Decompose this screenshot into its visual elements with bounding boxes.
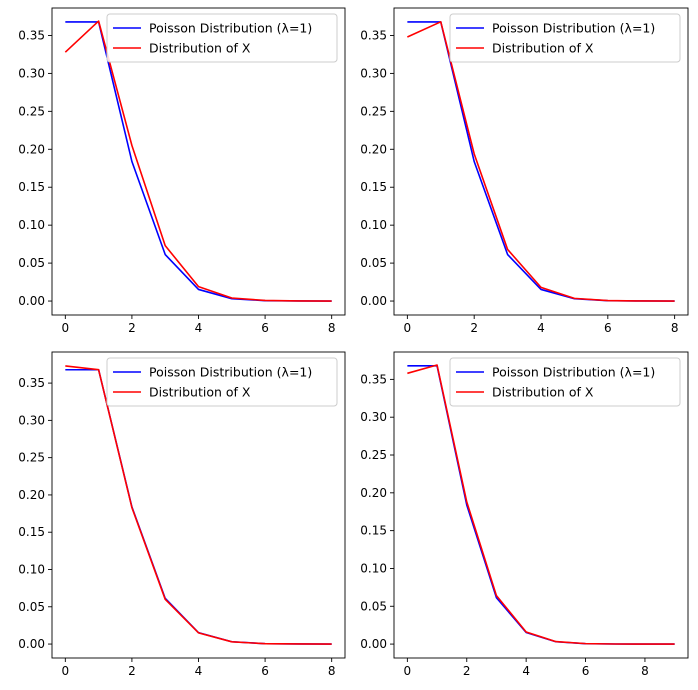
x-tick-label: 6 — [261, 664, 269, 678]
legend-x-distribution-label: Distribution of X — [492, 385, 594, 400]
x-tick-label: 0 — [404, 664, 412, 678]
legend: Poisson Distribution (λ=1) Distribution o… — [449, 357, 681, 407]
x-distribution-series-line — [64, 20, 332, 302]
x-tick-label: 8 — [328, 664, 336, 678]
subplot-3: 0 2 4 6 8 0.00 0.05 0.10 0.15 0.20 0.25 0.30 0.35 Poi… — [18, 351, 346, 678]
y-tick-label: 0.00 — [18, 637, 45, 651]
x-tick-label: 2 — [128, 321, 136, 335]
legend-x-distribution-label: Distribution of X — [149, 385, 251, 400]
y-tick-label: 0.35 — [18, 376, 45, 390]
y-tick-label: 0.20 — [360, 142, 387, 156]
y-tick-label: 0.15 — [360, 180, 387, 194]
poisson-series-line — [407, 365, 675, 645]
x-distribution-series-line — [407, 364, 675, 645]
y-tick-label: 0.10 — [360, 218, 387, 232]
y-tick-label: 0.25 — [360, 448, 387, 462]
y-tick-label: 0.35 — [360, 372, 387, 386]
legend-box — [449, 357, 681, 407]
y-tick-label: 0.10 — [18, 218, 45, 232]
y-tick-label: 0.05 — [18, 600, 45, 614]
x-tick-label: 8 — [328, 321, 336, 335]
y-tick-label: 0.05 — [360, 256, 387, 270]
y-tick-label: 0.15 — [18, 180, 45, 194]
legend-poisson-label: Poisson Distribution (λ=1) — [492, 21, 655, 36]
legend: Poisson Distribution (λ=1) Distribution o… — [106, 13, 338, 63]
y-tick-label: 0.15 — [18, 525, 45, 539]
y-tick-label: 0.35 — [360, 28, 387, 42]
x-tick-label: 6 — [261, 321, 269, 335]
x-tick-label: 2 — [470, 321, 478, 335]
x-tick-label: 0 — [61, 321, 69, 335]
y-tick-label: 0.00 — [360, 294, 387, 308]
y-tick-label: 0.25 — [18, 451, 45, 465]
y-tick-label: 0.05 — [18, 256, 45, 270]
y-tick-label: 0.05 — [360, 599, 387, 613]
y-tick-label: 0.35 — [18, 28, 45, 42]
poisson-series-line — [65, 368, 332, 645]
legend-poisson-label: Poisson Distribution (λ=1) — [149, 21, 312, 36]
x-tick-label: 4 — [537, 321, 545, 335]
poisson-series-line — [407, 21, 675, 302]
axes-frame — [393, 351, 689, 659]
x-tick-label: 4 — [195, 664, 203, 678]
y-tick-label: 0.20 — [360, 486, 387, 500]
x-tick-label: 8 — [671, 321, 679, 335]
legend-box — [449, 13, 681, 63]
x-tick-label: 0 — [404, 321, 412, 335]
y-tick-label: 0.25 — [18, 104, 45, 118]
legend-box — [106, 13, 338, 63]
y-tick-label: 0.30 — [18, 66, 45, 80]
y-tick-label: 0.15 — [360, 524, 387, 538]
x-tick-label: 2 — [463, 664, 471, 678]
legend: Poisson Distribution (λ=1) Distribution o… — [449, 13, 681, 63]
subplot-2: 0 2 4 6 8 0.00 0.05 0.10 0.15 0.20 0.25 0.30 0.35 Poi… — [360, 7, 689, 335]
subplot-1: 0 2 4 6 8 0.00 0.05 0.10 0.15 0.20 0.25 0.30 0.35 Poi… — [18, 7, 346, 335]
y-tick-label: 0.20 — [18, 142, 45, 156]
legend-x-distribution-label: Distribution of X — [492, 41, 594, 56]
x-tick-label: 6 — [604, 321, 612, 335]
y-tick-label: 0.10 — [18, 562, 45, 576]
poisson-series-line — [65, 21, 332, 302]
y-tick-label: 0.20 — [18, 488, 45, 502]
x-distribution-series-line — [65, 365, 332, 645]
y-tick-label: 0.30 — [18, 413, 45, 427]
x-tick-label: 2 — [128, 664, 136, 678]
x-tick-label: 0 — [61, 664, 69, 678]
y-tick-label: 0.10 — [360, 561, 387, 575]
y-tick-label: 0.00 — [360, 637, 387, 651]
legend-poisson-label: Poisson Distribution (λ=1) — [149, 365, 312, 380]
x-distribution-series-line — [407, 21, 675, 302]
y-tick-label: 0.30 — [360, 66, 387, 80]
legend-box — [106, 357, 338, 407]
x-tick-label: 4 — [522, 664, 530, 678]
x-tick-label: 4 — [195, 321, 203, 335]
y-tick-label: 0.25 — [360, 104, 387, 118]
y-tick-label: 0.30 — [360, 410, 387, 424]
legend-x-distribution-label: Distribution of X — [149, 41, 251, 56]
x-tick-label: 8 — [641, 664, 649, 678]
y-tick-label: 0.00 — [18, 294, 45, 308]
subplot-4: 0 2 4 6 8 0.00 0.05 0.10 0.15 0.20 0.25 0.30 0.35 Poi… — [360, 351, 689, 678]
legend: Poisson Distribution (λ=1) Distribution o… — [106, 357, 338, 407]
x-tick-label: 6 — [582, 664, 590, 678]
legend-poisson-label: Poisson Distribution (λ=1) — [492, 365, 655, 380]
